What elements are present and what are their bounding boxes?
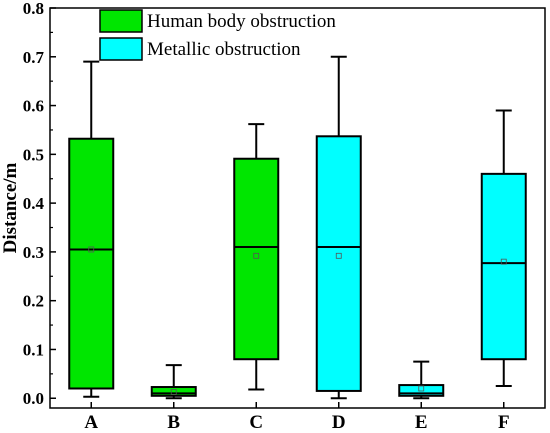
y-tick-label: 0.1	[23, 340, 44, 359]
y-tick-label: 0.4	[23, 194, 45, 213]
iqr-box	[315, 135, 362, 392]
y-tick-label: 0.7	[23, 48, 45, 67]
legend: Human body obstruction Metallic obstructi…	[99, 9, 336, 61]
legend-label: Human body obstruction	[147, 11, 336, 32]
legend-item-metallic: Metallic obstruction	[99, 37, 301, 61]
x-tick-label-f: F	[498, 412, 510, 433]
box-e	[398, 360, 445, 400]
chart-marks	[68, 55, 527, 400]
mean-marker	[253, 252, 260, 259]
box-a	[68, 60, 115, 398]
legend-label: Metallic obstruction	[147, 39, 301, 60]
mean-marker	[335, 252, 342, 259]
legend-swatch	[99, 37, 143, 61]
iqr-box	[480, 172, 527, 361]
box-d	[315, 55, 362, 400]
box-f	[480, 109, 527, 388]
y-tick-label: 0.0	[23, 389, 44, 408]
box-b	[150, 364, 197, 400]
x-tick-label-d: D	[332, 412, 346, 433]
box-c	[233, 123, 280, 391]
mean-marker	[88, 246, 95, 253]
y-tick-label: 0.8	[23, 0, 44, 18]
iqr-box	[150, 386, 197, 397]
y-axis-title: Distance/m	[0, 162, 21, 253]
x-tick-label-e: E	[415, 412, 428, 433]
iqr-box	[68, 137, 115, 390]
x-tick-label-b: B	[167, 412, 180, 433]
legend-swatch	[99, 9, 143, 33]
mean-marker	[500, 258, 507, 265]
y-tick-label: 0.2	[23, 292, 44, 311]
x-axis: A B C D E F	[84, 402, 510, 433]
legend-item-human-body: Human body obstruction	[99, 9, 336, 33]
x-tick-label-a: A	[84, 412, 98, 433]
mean-marker	[170, 389, 177, 395]
y-tick-label: 0.5	[23, 145, 44, 164]
mean-marker	[418, 385, 425, 392]
iqr-box	[398, 384, 445, 397]
y-tick-label: 0.6	[23, 97, 44, 116]
y-tick-label: 0.3	[23, 243, 44, 262]
y-axis: 0.0 0.1 0.2 0.3 0.4 0.5 0.6 0.7 0.8	[23, 0, 56, 408]
x-tick-label-c: C	[249, 412, 263, 433]
iqr-box	[233, 157, 280, 361]
plot-frame	[49, 7, 546, 409]
